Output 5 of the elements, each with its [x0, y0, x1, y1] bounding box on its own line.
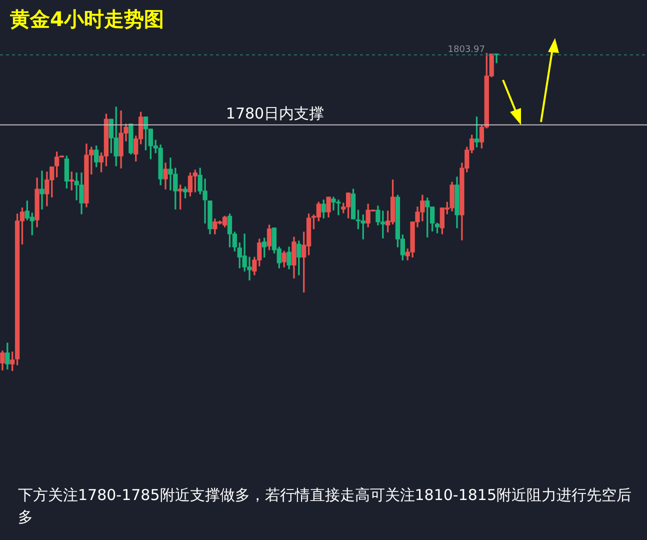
text: 下方关注1780-1785附近支撑做多，若行情直接走高可关注1810-1815附近阻力进行先空后多 [18, 485, 633, 528]
candlestick [40, 170, 44, 210]
annotation: 1803.97 [448, 44, 485, 55]
ref-line-label: 1780日内支撑 [226, 104, 324, 122]
chart-title: 黄金4小时走势图 [10, 6, 164, 33]
